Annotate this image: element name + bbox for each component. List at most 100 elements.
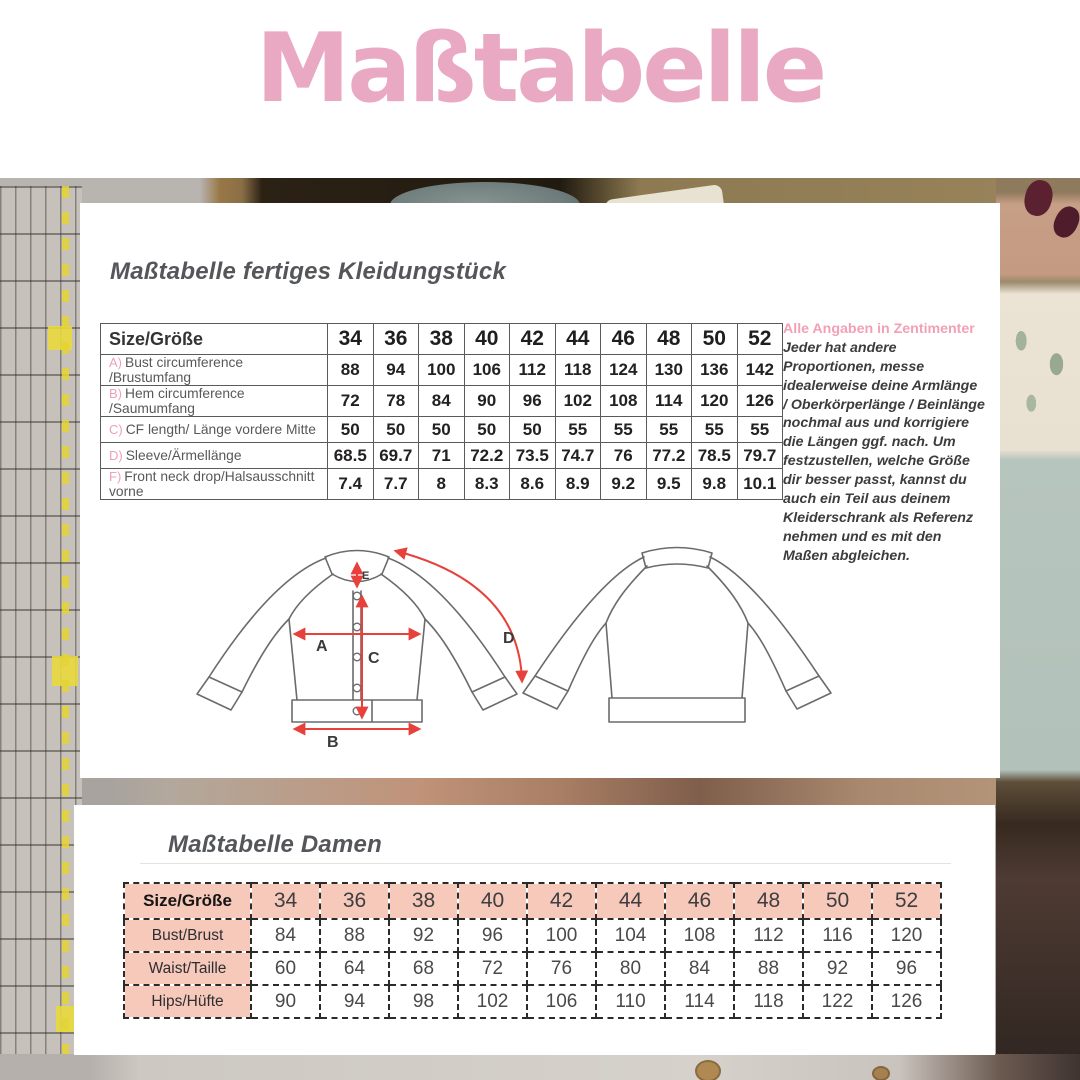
size-col-header: 38 [388,882,459,920]
value-cell: 88 [327,354,374,386]
size-col-header: 42 [526,882,597,920]
value-cell: 142 [736,354,783,386]
value-cell: 90 [463,385,510,417]
panel2-heading: Maßtabelle Damen [168,831,382,858]
value-cell: 100 [418,354,465,386]
size-col-header: 42 [509,323,556,355]
note-highlight: Alle Angaben in Zentimenter [783,321,975,337]
row-letter: D) [109,448,123,463]
size-col-header: 44 [554,323,601,355]
value-cell: 114 [645,385,692,417]
value-cell: 9.5 [645,468,692,500]
value-cell: 104 [595,918,666,953]
measure-label-d: D [503,630,515,647]
row-label: Sleeve/Ärmellänge [125,448,242,463]
value-cell: 90 [250,984,321,1019]
value-cell: 136 [691,354,738,386]
row-label-cell: B) Hem circumference /Saumumfang [100,385,328,417]
damen-table: Size/Größe 34 36 38 40 42 44 46 48 50 52… [123,882,942,1019]
finished-garment-table: Size/Größe 34 36 38 40 42 44 46 48 50 52… [100,323,783,500]
fabrics-hand-photo [996,178,1080,1080]
value-cell: 102 [554,385,601,417]
value-cell: 55 [554,416,601,443]
value-cell: 92 [388,918,459,953]
table-row: B) Hem circumference /Saumumfang 72 78 84… [100,385,783,417]
value-cell: 106 [463,354,510,386]
value-cell: 60 [250,951,321,986]
fingernail-photo [1021,178,1056,219]
table-row: F) Front neck drop/Halsausschnitt vorne 7… [100,468,783,500]
size-col-header: 34 [327,323,374,355]
value-cell: 116 [802,918,873,953]
value-cell: 110 [595,984,666,1019]
ruler-yellow-mark [48,326,72,350]
size-col-header: 50 [691,323,738,355]
value-cell: 8 [418,468,465,500]
page-title: Maßtabelle [255,14,827,124]
value-cell: 64 [319,951,390,986]
value-cell: 72.2 [463,442,510,469]
value-cell: 96 [509,385,556,417]
row-label: Front neck drop/Halsausschnitt vorne [109,469,315,499]
wooden-button-photo [872,1066,890,1080]
value-cell: 76 [526,951,597,986]
size-col-header: 34 [250,882,321,920]
buttons-photo-strip [0,1054,1080,1080]
value-cell: 74.7 [554,442,601,469]
size-col-header: 40 [463,323,510,355]
value-cell: 79.7 [736,442,783,469]
value-cell: 94 [372,354,419,386]
size-col-header: 52 [736,323,783,355]
row-letter: B) [109,386,122,402]
jacket-diagrams: E A C B D [196,546,832,751]
value-cell: 50 [327,416,374,443]
table-row: Bust/Brust 84 88 92 96 100 104 108 112 1… [123,918,942,953]
row-label-cell: Bust/Brust [123,918,252,953]
table-row: C) CF length/ Länge vordere Mitte 50 50 5… [100,416,783,443]
value-cell: 126 [871,984,942,1019]
table-header-row: Size/Größe 34 36 38 40 42 44 46 48 50 52 [123,882,942,920]
value-cell: 118 [733,984,804,1019]
row-label: CF length/ Länge vordere Mitte [125,422,316,437]
size-col-header: 40 [457,882,528,920]
value-cell: 84 [664,951,735,986]
value-cell: 50 [509,416,556,443]
value-cell: 112 [509,354,556,386]
table-row: D) Sleeve/Ärmellänge 68.5 69.7 71 72.2 73… [100,442,783,469]
fingernail-photo [1049,202,1080,242]
value-cell: 55 [600,416,647,443]
heading-divider [140,863,951,864]
quilting-ruler-photo [0,186,82,1080]
value-cell: 122 [802,984,873,1019]
row-label-cell: A) Bust circumference /Brustumfang [100,354,328,386]
size-col-header: 48 [645,323,692,355]
table-header-row: Size/Größe 34 36 38 40 42 44 46 48 50 52 [100,323,783,355]
size-header-cell: Size/Größe [100,323,328,355]
row-letter: F) [109,469,122,485]
table-row: Hips/Hüfte 90 94 98 102 106 110 114 118 … [123,984,942,1019]
value-cell: 78 [372,385,419,417]
value-cell: 130 [645,354,692,386]
row-label-cell: Hips/Hüfte [123,984,252,1019]
value-cell: 106 [526,984,597,1019]
row-label-cell: D) Sleeve/Ärmellänge [100,442,328,469]
value-cell: 68 [388,951,459,986]
jacket-back-diagram [522,546,832,723]
value-cell: 92 [802,951,873,986]
value-cell: 96 [871,951,942,986]
value-cell: 108 [600,385,647,417]
row-label-cell: C) CF length/ Länge vordere Mitte [100,416,328,443]
size-col-header: 46 [664,882,735,920]
value-cell: 94 [319,984,390,1019]
value-cell: 126 [736,385,783,417]
value-cell: 68.5 [327,442,374,469]
value-cell: 50 [372,416,419,443]
value-cell: 84 [418,385,465,417]
row-label-cell: F) Front neck drop/Halsausschnitt vorne [100,468,328,500]
row-letter: A) [109,355,122,371]
row-label-cell: Waist/Taille [123,951,252,986]
size-col-header: 38 [418,323,465,355]
value-cell: 98 [388,984,459,1019]
hands-photo-strip [0,774,1080,808]
value-cell: 88 [319,918,390,953]
